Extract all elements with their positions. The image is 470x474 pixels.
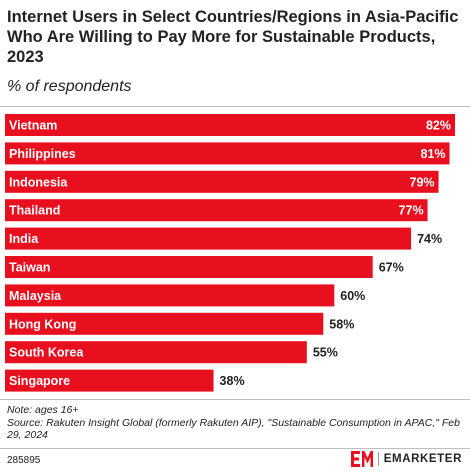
- value-label-malaysia: 60%: [340, 289, 365, 303]
- brand-logo: EMARKETER: [350, 451, 462, 467]
- bar-hong-kong: [5, 312, 324, 335]
- category-label-taiwan: Taiwan: [9, 261, 50, 275]
- bar-thailand: [5, 199, 428, 222]
- brand-name: EMARKETER: [383, 453, 462, 465]
- footer-divider: [0, 448, 470, 449]
- value-label-taiwan: 67%: [379, 261, 404, 275]
- value-label-hong-kong: 58%: [329, 317, 354, 331]
- chart-title: Internet Users in Select Countries/Regio…: [7, 8, 459, 66]
- category-label-malaysia: Malaysia: [9, 289, 62, 303]
- value-label-india: 74%: [417, 232, 442, 246]
- bar-vietnam: [5, 114, 456, 136]
- value-label-philippines: 81%: [421, 147, 446, 161]
- category-label-indonesia: Indonesia: [9, 175, 68, 189]
- category-label-south-korea: South Korea: [9, 346, 84, 360]
- category-label-philippines: Philippines: [9, 147, 76, 161]
- top-divider: [0, 106, 470, 107]
- category-label-india: India: [9, 232, 39, 246]
- emarketer-logo-icon: [350, 451, 373, 467]
- value-label-singapore: 38%: [220, 374, 245, 388]
- bar-philippines: [5, 142, 450, 165]
- bar-taiwan: [5, 256, 373, 278]
- bar-singapore: [5, 369, 214, 392]
- chart-subtitle: % of respondents: [7, 78, 132, 95]
- value-label-thailand: 77%: [399, 204, 424, 218]
- bar-chart: Vietnam 82% Philippines 81% Indonesia 79% Thai…: [5, 114, 456, 392]
- chart-footnote: Note: ages 16+ Source: Rakuten Insight G…: [7, 404, 467, 442]
- brand-divider: [377, 452, 379, 466]
- category-label-thailand: Thailand: [9, 204, 60, 218]
- bar-indonesia: [5, 170, 439, 193]
- value-label-vietnam: 82%: [426, 119, 451, 133]
- chart-id: 285895: [7, 455, 41, 466]
- note-text: Note: ages 16+: [7, 404, 79, 416]
- value-label-south-korea: 55%: [313, 346, 338, 360]
- bottom-divider: [0, 399, 470, 400]
- category-label-singapore: Singapore: [9, 374, 70, 388]
- bar-south-korea: [5, 341, 307, 364]
- category-label-hong-kong: Hong Kong: [9, 317, 76, 331]
- category-label-vietnam: Vietnam: [9, 119, 57, 133]
- value-label-indonesia: 79%: [410, 175, 435, 189]
- bar-malaysia: [5, 284, 335, 307]
- source-text: Source: Rakuten Insight Global (formerly…: [7, 416, 460, 442]
- bar-india: [5, 227, 412, 250]
